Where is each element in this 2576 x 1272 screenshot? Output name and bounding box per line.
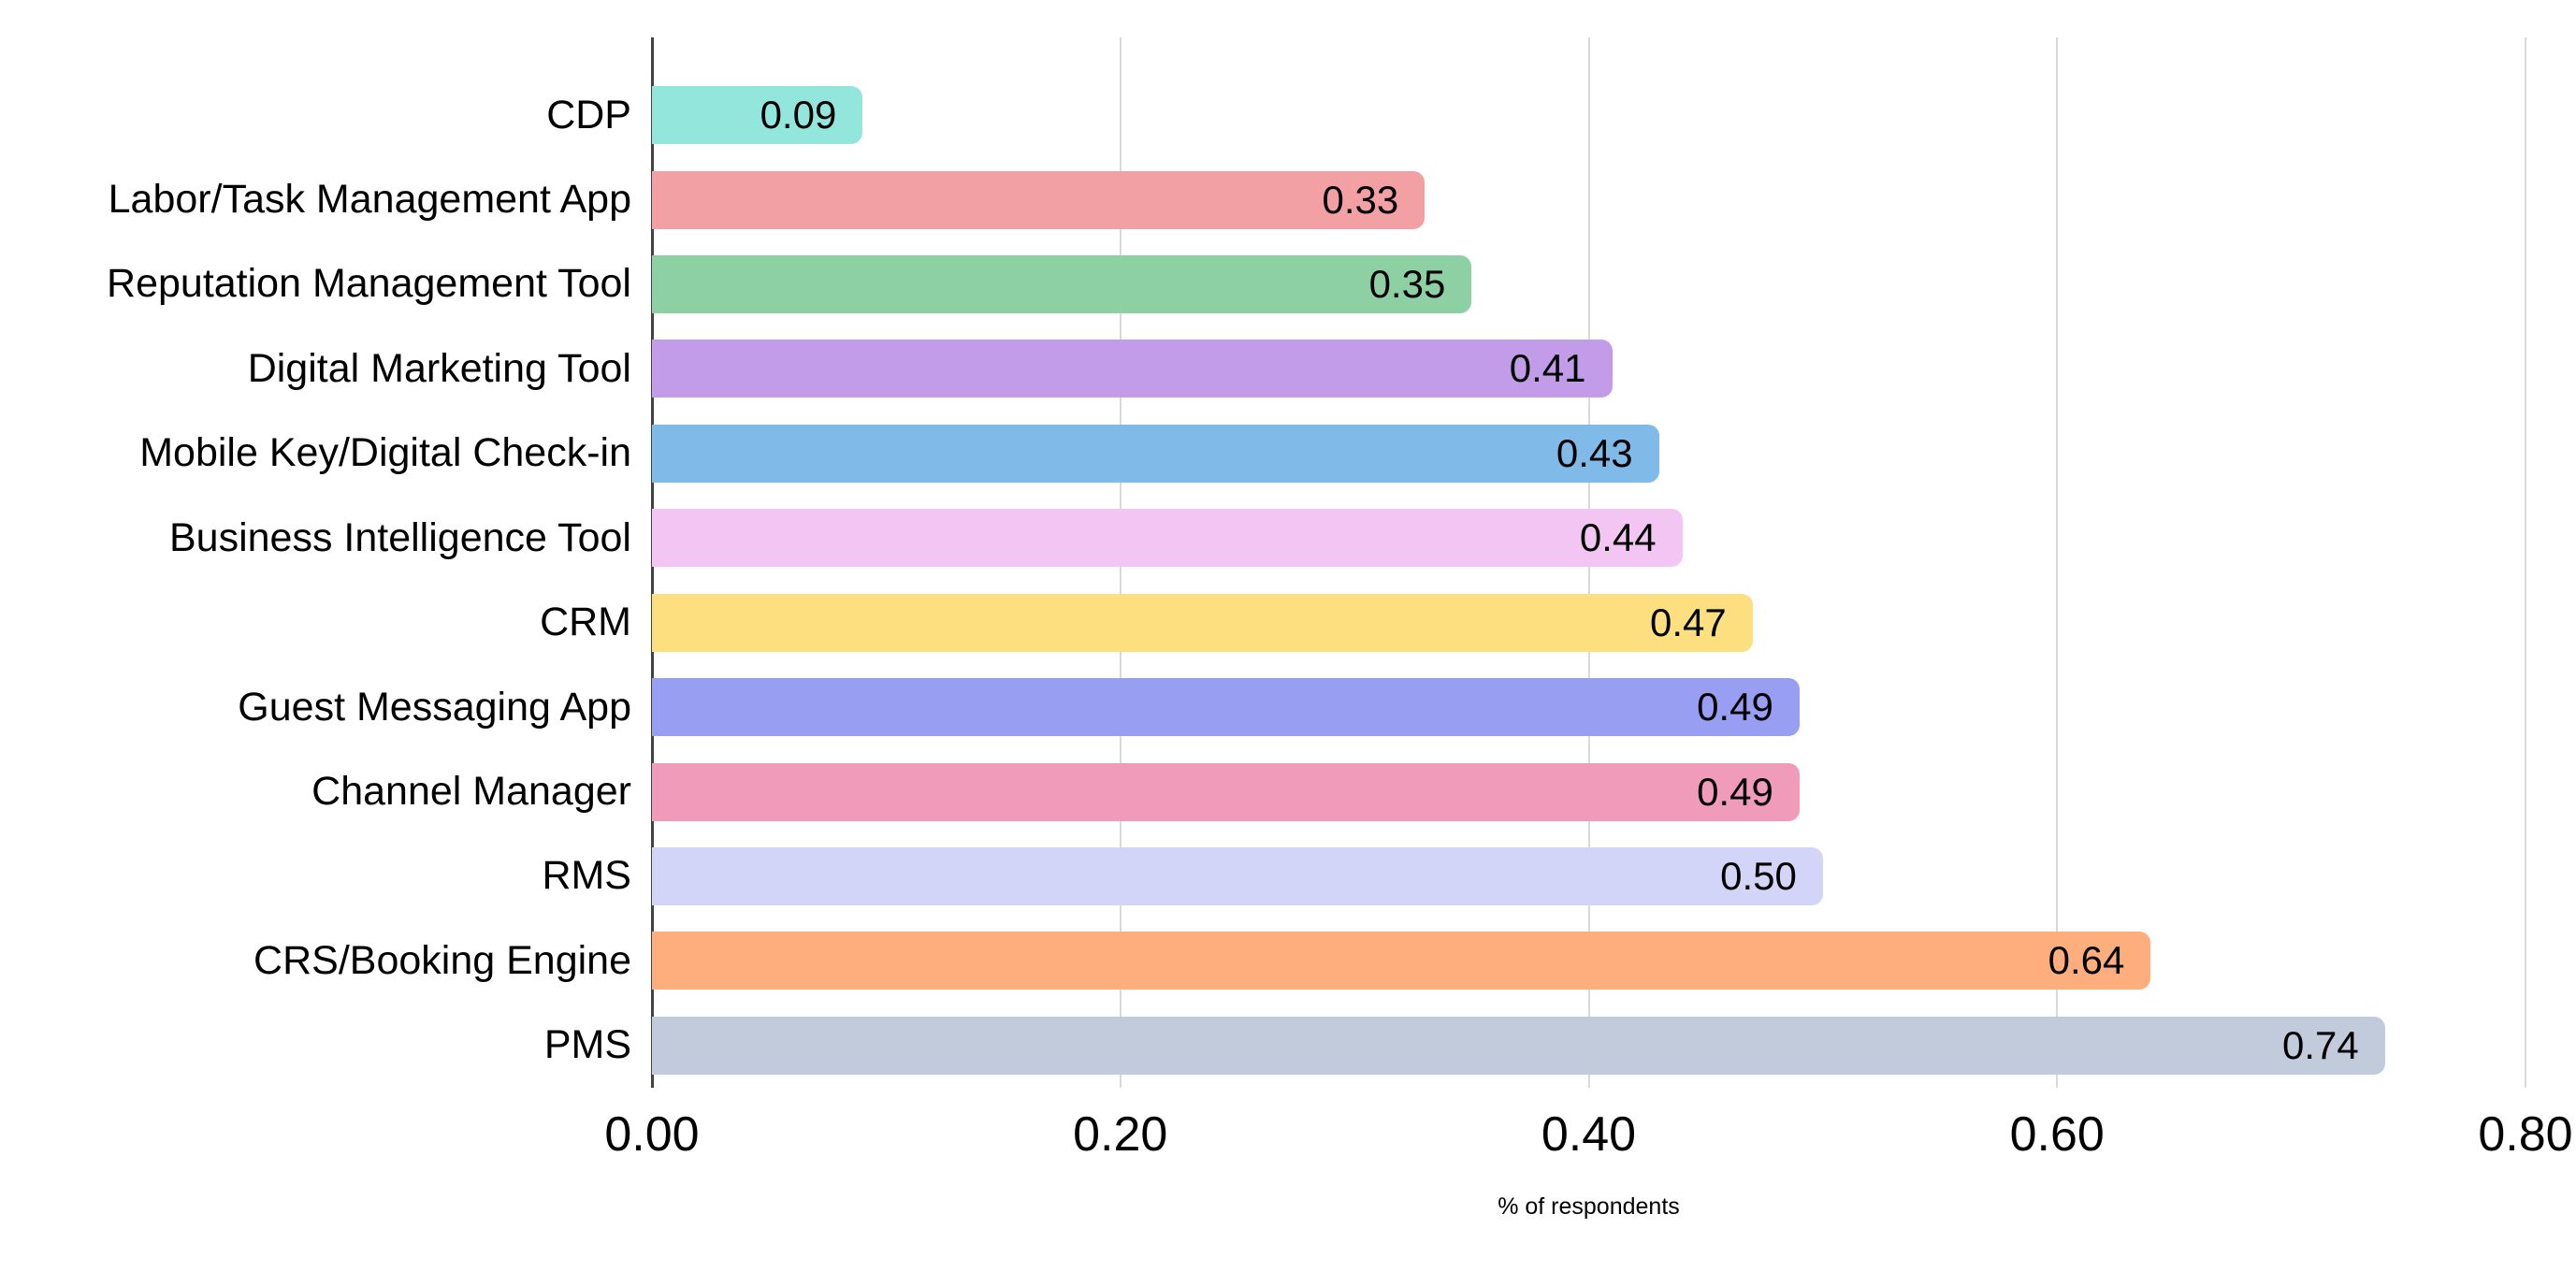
bar-track: 0.74 xyxy=(652,1016,2525,1075)
bar-track: 0.33 xyxy=(652,170,2525,229)
bar-track: 0.35 xyxy=(652,255,2525,314)
bar-row: Reputation Management Tool 0.35 xyxy=(0,242,2525,326)
category-label: Reputation Management Tool xyxy=(107,261,631,307)
x-tick-label: 0.60 xyxy=(2009,1107,2105,1162)
bar-row: PMS 0.74 xyxy=(0,1004,2525,1088)
bar: 0.47 xyxy=(652,593,1753,652)
bar-value-label: 0.09 xyxy=(760,93,837,137)
gridline xyxy=(2525,37,2526,1088)
category-label: CRM xyxy=(540,600,631,645)
bar-track: 0.43 xyxy=(652,424,2525,483)
bar-row: Digital Marketing Tool 0.41 xyxy=(0,326,2525,411)
bar: 0.44 xyxy=(652,509,1683,568)
x-tick-label: 0.80 xyxy=(2478,1107,2573,1162)
bar-value-label: 0.50 xyxy=(1720,854,1797,898)
bar-row: RMS 0.50 xyxy=(0,834,2525,918)
bar-value-label: 0.49 xyxy=(1697,769,1773,814)
category-label: Labor/Task Management App xyxy=(108,176,631,222)
bar-value-label: 0.44 xyxy=(1579,515,1657,560)
category-label: Digital Marketing Tool xyxy=(247,345,631,391)
bar-track: 0.44 xyxy=(652,509,2525,568)
category-label: CRS/Booking Engine xyxy=(253,937,631,983)
x-tick-label: 0.00 xyxy=(604,1107,700,1162)
category-label: RMS xyxy=(542,853,631,899)
bar: 0.43 xyxy=(652,424,1659,483)
bar-value-label: 0.41 xyxy=(1509,346,1586,391)
bar-row: CRM 0.47 xyxy=(0,581,2525,665)
bar-row: CDP 0.09 xyxy=(0,73,2525,157)
bar: 0.33 xyxy=(652,170,1425,229)
bar-value-label: 0.64 xyxy=(2048,938,2125,983)
bar-row: Business Intelligence Tool 0.44 xyxy=(0,496,2525,580)
x-tick-label: 0.20 xyxy=(1073,1107,1168,1162)
bar-track: 0.49 xyxy=(652,762,2525,821)
category-label: Guest Messaging App xyxy=(238,684,631,730)
bar: 0.49 xyxy=(652,678,1800,737)
bar-value-label: 0.49 xyxy=(1697,685,1773,730)
category-label: Channel Manager xyxy=(311,768,631,814)
bar: 0.35 xyxy=(652,255,1472,314)
bar: 0.50 xyxy=(652,847,1823,905)
bar: 0.74 xyxy=(652,1016,2385,1075)
bar-rows: CDP 0.09 Labor/Task Management App 0.33 Repu… xyxy=(0,73,2525,1088)
x-axis: 0.00 0.20 0.40 0.60 0.80 xyxy=(604,1106,2572,1166)
bar-row: Channel Manager 0.49 xyxy=(0,749,2525,833)
bar-track: 0.09 xyxy=(652,86,2525,145)
bar: 0.09 xyxy=(652,86,863,145)
bar-value-label: 0.33 xyxy=(1322,177,1399,222)
bar-row: Guest Messaging App 0.49 xyxy=(0,665,2525,749)
bar-row: CRS/Booking Engine 0.64 xyxy=(0,918,2525,1003)
bar-track: 0.64 xyxy=(652,932,2525,990)
bar-value-label: 0.43 xyxy=(1556,430,1633,475)
bar: 0.49 xyxy=(652,762,1800,821)
category-label: Business Intelligence Tool xyxy=(168,514,631,560)
bar-track: 0.49 xyxy=(652,678,2525,737)
category-label: CDP xyxy=(546,92,631,137)
x-tick-label: 0.40 xyxy=(1541,1107,1637,1162)
gridline xyxy=(2056,37,2059,1088)
bar: 0.64 xyxy=(652,932,2151,990)
bar-row: Labor/Task Management App 0.33 xyxy=(0,157,2525,241)
bar: 0.41 xyxy=(652,340,1613,398)
bar-track: 0.41 xyxy=(652,340,2525,398)
x-axis-title: % of respondents xyxy=(1498,1193,1680,1220)
bar-value-label: 0.35 xyxy=(1368,262,1446,307)
category-label: Mobile Key/Digital Check-in xyxy=(139,430,631,476)
category-label: PMS xyxy=(543,1022,631,1068)
bar-value-label: 0.47 xyxy=(1650,600,1727,644)
bar-row: Mobile Key/Digital Check-in 0.43 xyxy=(0,412,2525,496)
bar-track: 0.50 xyxy=(652,847,2525,905)
bar-value-label: 0.74 xyxy=(2282,1022,2359,1067)
bar-track: 0.47 xyxy=(652,593,2525,652)
